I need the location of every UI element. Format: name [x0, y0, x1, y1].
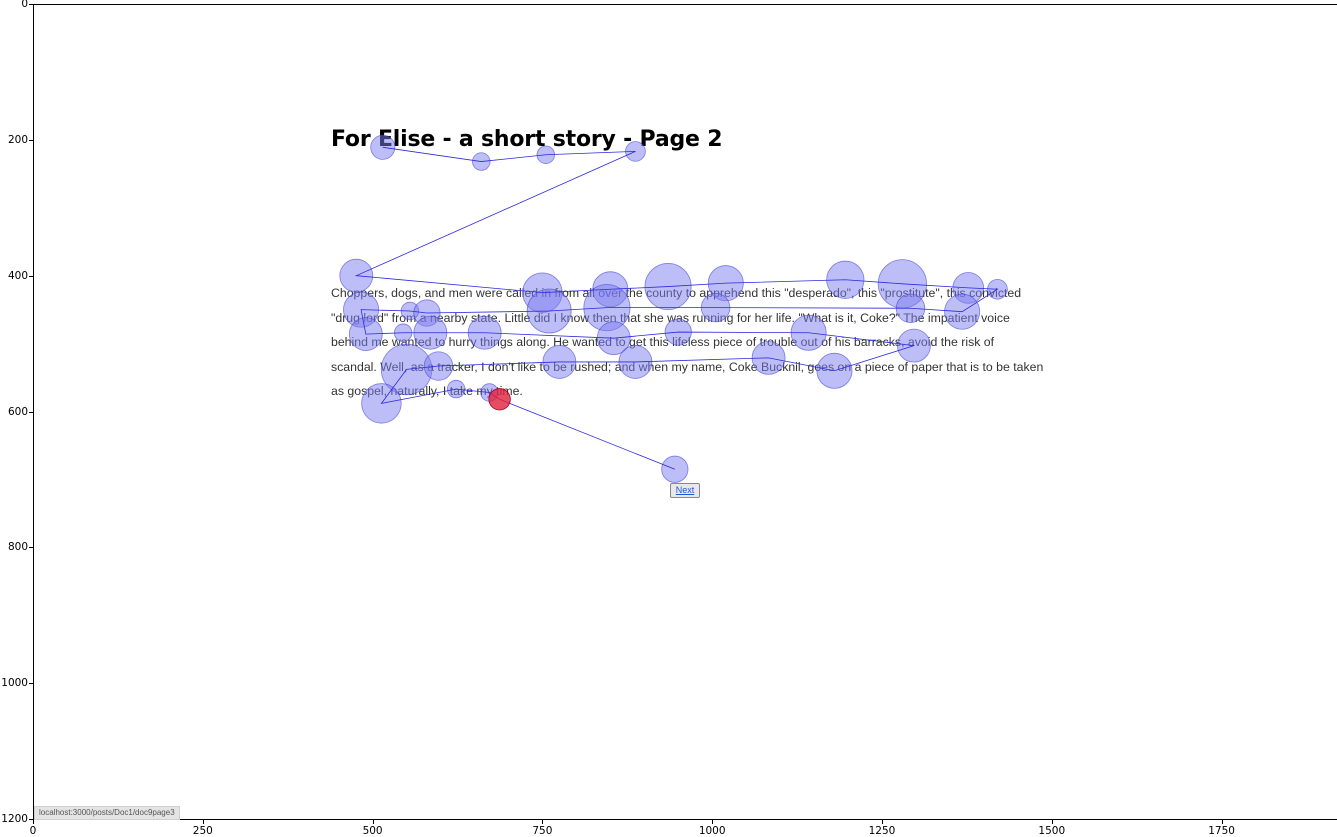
- story-line: scandal. Well, as a tracker, I don't lik…: [331, 359, 1044, 374]
- page-title: For Elise - a short story - Page 2: [331, 127, 723, 152]
- x-tick-mark: [712, 820, 714, 824]
- story-line: "drug lord" from a nearby state. Little …: [331, 310, 1010, 325]
- x-tick-mark: [882, 820, 883, 824]
- y-tick-label: 0: [21, 0, 28, 10]
- current-fixation-point: [488, 388, 511, 411]
- y-tick-label: 1000: [1, 677, 28, 690]
- y-tick-mark: [29, 411, 33, 413]
- x-tick-mark: [33, 820, 34, 824]
- x-tick-mark: [1051, 820, 1053, 824]
- y-tick-label: 1200: [1, 813, 28, 826]
- x-tick-mark: [202, 820, 204, 824]
- next-button[interactable]: Next: [670, 483, 700, 498]
- x-tick-label: 500: [362, 825, 383, 837]
- x-tick-label: 1750: [1208, 825, 1235, 837]
- x-tick-label: 1500: [1038, 825, 1066, 837]
- x-tick-label: 750: [532, 825, 553, 837]
- y-tick-mark: [29, 683, 33, 685]
- y-tick-label: 800: [7, 541, 28, 554]
- fixation-point: [370, 134, 396, 160]
- scanpath-line: [354, 146, 999, 470]
- status-bar-url: localhost:3000/posts/Doc1/doc9page3: [34, 806, 180, 820]
- x-tick-mark: [1221, 820, 1223, 824]
- y-tick-mark: [29, 275, 33, 277]
- plot-frame-bottom: [33, 819, 1337, 820]
- plot-frame-left: [33, 4, 34, 820]
- x-tick-label: 250: [192, 825, 213, 837]
- x-tick-label: 1250: [868, 825, 896, 837]
- y-tick-label: 200: [7, 133, 28, 146]
- x-tick-mark: [372, 820, 374, 824]
- x-tick-label: 1000: [698, 825, 726, 837]
- plot-frame-top: [33, 4, 1337, 5]
- y-tick-mark: [29, 547, 33, 549]
- y-tick-mark: [29, 819, 33, 821]
- y-tick-mark: [29, 4, 33, 5]
- y-tick-mark: [29, 139, 33, 141]
- y-tick-label: 600: [7, 405, 28, 418]
- y-tick-label: 400: [7, 269, 28, 282]
- x-tick-mark: [542, 820, 544, 824]
- x-tick-label: 0: [29, 825, 37, 837]
